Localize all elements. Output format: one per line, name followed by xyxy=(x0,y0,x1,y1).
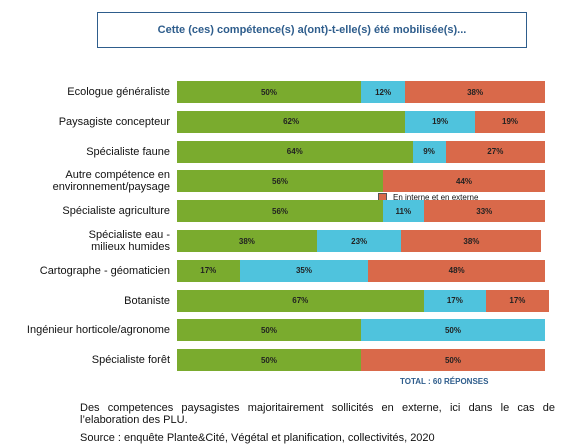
bar-segment: 17% xyxy=(177,259,240,282)
bar-segment: 23% xyxy=(316,230,402,252)
y-tick-label: Spécialiste faune xyxy=(86,145,170,158)
bar-segment: 33% xyxy=(423,200,545,223)
bar-segment: 64% xyxy=(177,140,413,163)
data-label: 19% xyxy=(432,117,449,127)
bar-segment: 50% xyxy=(177,319,361,342)
data-label: 9% xyxy=(423,147,435,157)
chart-title: Cette (ces) compétence(s) a(ont)-t-elle(… xyxy=(97,12,527,48)
annotation: TOTAL : 60 RÉPONSES xyxy=(400,377,489,386)
bar-segment: 48% xyxy=(368,259,545,282)
bar-segment: 50% xyxy=(177,81,361,103)
data-label: 56% xyxy=(272,206,289,216)
y-tick-label: Spécialiste agriculture xyxy=(62,205,170,218)
data-label: 44% xyxy=(456,176,473,186)
data-label: 67% xyxy=(292,296,309,306)
bar-segment: 50% xyxy=(177,349,361,372)
data-label: 50% xyxy=(444,325,461,335)
data-label: 35% xyxy=(295,266,312,276)
bar-segment: 44% xyxy=(383,170,545,193)
bar-segment: 17% xyxy=(423,289,487,312)
y-tick-label: Spécialiste forêt xyxy=(91,354,170,367)
data-label: 23% xyxy=(351,236,368,246)
data-label: 38% xyxy=(467,87,484,97)
caption: Des competences paysagistes majoritairem… xyxy=(80,402,555,426)
bar-segment: 50% xyxy=(361,349,545,372)
bar-segment: 12% xyxy=(361,81,406,103)
bar-segment: 56% xyxy=(177,170,384,193)
data-label: 27% xyxy=(487,147,504,157)
y-tick-label: Ecologue généraliste xyxy=(67,86,170,98)
y-tick-label: Cartographe - géomaticien xyxy=(39,264,170,277)
source: Source : enquête Plante&Cité, Végétal et… xyxy=(80,432,435,444)
y-tick-label: Spécialiste eau - milieux humides xyxy=(88,229,170,253)
bar-segment: 38% xyxy=(177,230,317,252)
data-label: 50% xyxy=(260,355,277,365)
bar-segment: 17% xyxy=(486,289,549,312)
bar-segment: 38% xyxy=(405,81,545,103)
data-label: 17% xyxy=(509,296,526,306)
data-label: 56% xyxy=(272,176,289,186)
y-tick-label: Autre compétence en environnement/paysag… xyxy=(52,169,170,194)
bar-segment: 9% xyxy=(412,140,446,163)
legend-label: En interne et en externe xyxy=(393,192,479,202)
bar-segment: 35% xyxy=(239,259,369,282)
data-label: 48% xyxy=(448,266,465,276)
bar-segment: 56% xyxy=(177,200,384,223)
bar-segment: 19% xyxy=(405,110,476,133)
bar-segment: 62% xyxy=(177,110,406,133)
data-label: 50% xyxy=(444,355,461,365)
data-label: 11% xyxy=(395,206,412,216)
y-tick-label: Paysagiste concepteur xyxy=(58,115,170,128)
bar-segment: 27% xyxy=(445,140,545,163)
data-label: 12% xyxy=(375,87,392,97)
data-label: 38% xyxy=(238,236,255,246)
bar-segment: 67% xyxy=(177,289,424,312)
bar-segment: 50% xyxy=(361,319,545,342)
data-label: 17% xyxy=(200,266,217,276)
data-label: 50% xyxy=(260,325,277,335)
data-label: 17% xyxy=(446,296,463,306)
data-label: 62% xyxy=(283,117,300,127)
bar-segment: 11% xyxy=(383,200,424,223)
data-label: 38% xyxy=(463,236,480,246)
data-label: 33% xyxy=(476,206,493,216)
bar-segment: 19% xyxy=(475,110,545,133)
y-tick-label: Botaniste xyxy=(124,294,170,307)
bar-segment: 38% xyxy=(401,230,542,252)
data-label: 50% xyxy=(260,87,277,97)
data-label: 64% xyxy=(286,147,303,157)
data-label: 19% xyxy=(502,117,519,127)
y-tick-label: Ingénieur horticole/agronome xyxy=(26,324,170,337)
